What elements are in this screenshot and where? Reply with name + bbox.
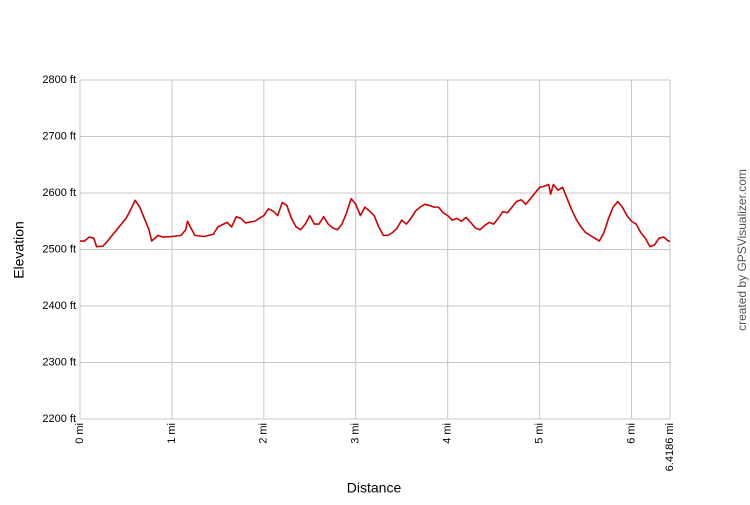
- x-tick-label: 3 mi: [350, 423, 362, 444]
- y-tick-label: 2600 ft: [42, 187, 76, 199]
- x-tick-label: 1 mi: [166, 423, 178, 444]
- x-tick-label: 6 mi: [625, 423, 637, 444]
- x-tick-label: 6.4186 mi: [664, 423, 676, 471]
- credit: created by GPSVisualizer.com: [735, 169, 749, 331]
- y-tick-label: 2700 ft: [42, 130, 76, 142]
- y-axis-label: Elevation: [11, 221, 27, 279]
- x-tick-label: 2 mi: [258, 423, 270, 444]
- y-tick-label: 2400 ft: [42, 300, 76, 312]
- x-axis-label: Distance: [347, 480, 402, 496]
- y-tick-label: 2300 ft: [42, 356, 76, 368]
- y-tick-label: 2800 ft: [42, 74, 76, 86]
- x-tick-label: 0 mi: [74, 423, 86, 444]
- x-tick-label: 4 mi: [442, 423, 454, 444]
- y-tick-label: 2200 ft: [42, 413, 76, 425]
- elevation-line: [80, 183, 670, 248]
- x-tick-label: 5 mi: [534, 423, 546, 444]
- y-tick-label: 2500 ft: [42, 243, 76, 255]
